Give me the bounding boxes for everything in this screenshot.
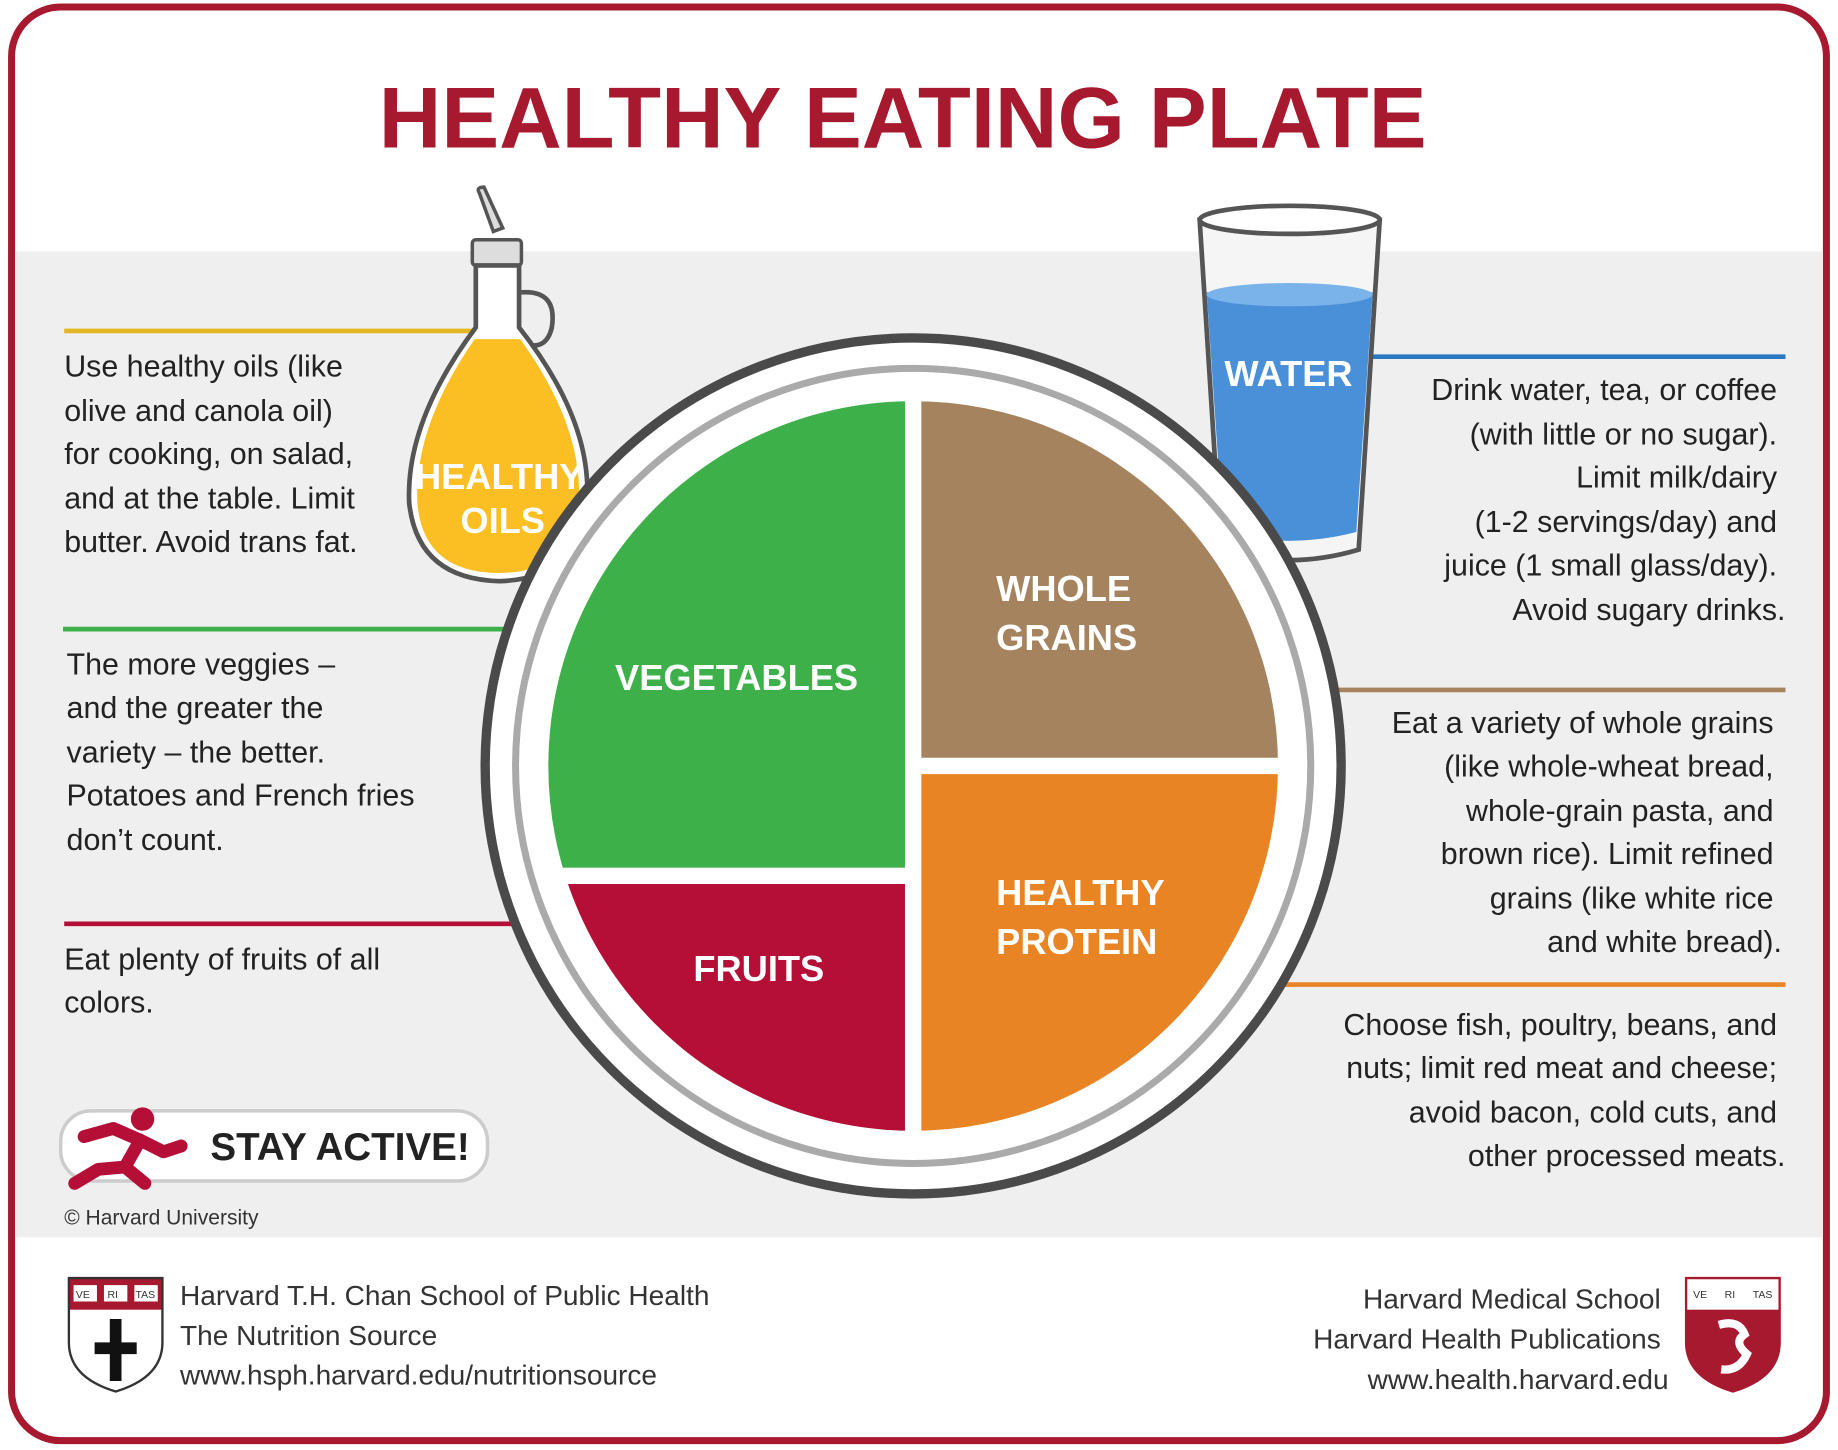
protein-label-line1: HEALTHY [996,872,1165,913]
water-glass-icon [1197,203,1383,563]
protein-description: Choose fish, poultry, beans, and nuts; l… [1343,1008,1785,1173]
harvard-chan-shield-logo: VE RI TAS [67,1276,164,1393]
copyright: © Harvard University [64,1206,259,1229]
stay-active-text: STAY ACTIVE! [210,1126,469,1169]
fruits-description: Eat plenty of fruits of all colors. [64,942,388,1019]
oils-label-line2: OILS [460,500,545,541]
grains-description: Eat a variety of whole grains (like whol… [1392,706,1782,959]
svg-text:RI: RI [107,1289,118,1301]
grains-label-line2: GRAINS [996,617,1137,658]
svg-text:RI: RI [1725,1289,1736,1301]
svg-text:TAS: TAS [136,1289,156,1301]
footer-left-text: Harvard T.H. Chan School of Public Healt… [179,1280,717,1391]
health-harvard-link[interactable]: www.health.harvard.edu [1367,1364,1669,1395]
svg-text:VE: VE [1693,1289,1707,1301]
stay-active-badge: STAY ACTIVE! [58,1107,490,1190]
grains-label-line1: WHOLE [996,568,1131,609]
page-title: HEALTHY EATING PLATE [379,70,1427,166]
footer-right-text: Harvard Medical School Harvard Health Pu… [1313,1284,1668,1396]
plate [480,333,1346,1199]
hsph-link[interactable]: www.hsph.harvard.edu/nutritionsource [179,1360,657,1391]
svg-text:TAS: TAS [1753,1289,1773,1301]
svg-text:VE: VE [76,1289,90,1301]
oils-description: Use healthy oils (like olive and canola … [64,350,363,559]
oil-bottle-icon [406,185,590,584]
vegetables-description: The more veggies – and the greater the v… [67,648,423,857]
water-description: Drink water, tea, or coffee (with little… [1431,373,1785,627]
vegetables-label: VEGETABLES [615,657,858,698]
oils-label-line1: HEALTHY [415,456,584,497]
fruits-label: FRUITS [693,948,824,989]
protein-label-line2: PROTEIN [996,921,1157,962]
harvard-medical-shield-logo: VE RI TAS [1684,1276,1781,1393]
runner-icon [68,1107,188,1190]
water-label: WATER [1224,353,1352,394]
